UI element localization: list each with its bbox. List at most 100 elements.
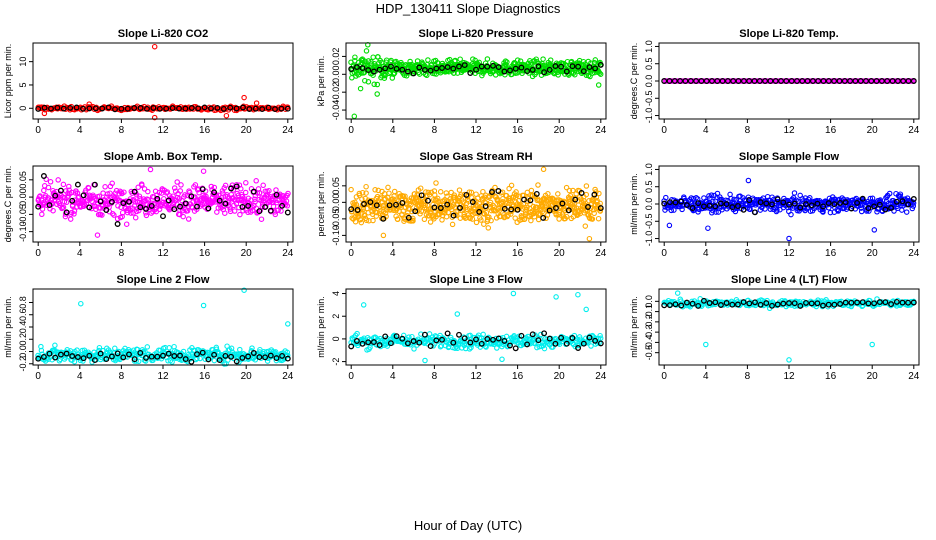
data-point: [171, 185, 178, 191]
hourly-point: [723, 201, 730, 208]
data-point: [535, 182, 541, 188]
y-axis-label: ml/min per min.: [3, 296, 13, 358]
panel-4: Slope Amb. Box Temp. degrees.C per min. 0 4…: [3, 151, 294, 259]
data-point: [899, 207, 905, 213]
data-point: [359, 189, 366, 196]
hourly-point: [848, 205, 855, 212]
data-point: [100, 190, 106, 196]
y-axis-label: kPa per min.: [316, 56, 326, 107]
data-point: [588, 343, 594, 349]
data-point: [208, 183, 215, 190]
x-tick-label: 8: [432, 248, 438, 259]
data-point: [451, 192, 458, 198]
data-point: [354, 330, 360, 337]
hourly-point: [857, 78, 864, 84]
data-point: [374, 81, 381, 88]
hourly-point: [245, 353, 252, 360]
hourly-point: [799, 78, 806, 84]
hourly-point: [404, 68, 411, 75]
hourly-point: [746, 300, 753, 307]
data-point: [39, 211, 45, 218]
data-point: [468, 189, 475, 196]
hourly-point: [239, 203, 246, 210]
data-point: [121, 189, 127, 195]
hourly-point: [763, 300, 770, 307]
data-point: [473, 219, 480, 226]
hourly-point: [484, 63, 491, 70]
hourly-point: [876, 201, 883, 208]
data-point: [596, 70, 603, 76]
data-point: [433, 180, 439, 186]
outlier-point: [595, 82, 602, 88]
hourly-point: [729, 301, 736, 308]
data-point: [370, 72, 376, 78]
data-point: [568, 334, 575, 340]
hourly-point: [410, 70, 417, 77]
outlier-point: [871, 227, 878, 233]
hourly-point: [461, 335, 468, 342]
hourly-point: [144, 105, 150, 112]
outlier-point: [703, 341, 709, 348]
hourly-point: [105, 104, 112, 111]
hourly-point: [463, 191, 470, 198]
hourly-point: [889, 78, 896, 84]
data-point: [710, 198, 716, 205]
data-point: [371, 206, 377, 212]
hourly-point: [40, 173, 47, 179]
data-point: [406, 334, 412, 340]
data-point: [483, 209, 490, 216]
outlier-point: [200, 302, 207, 309]
hourly-point: [575, 63, 582, 70]
hourly-point: [558, 334, 565, 341]
hourly-point: [80, 105, 86, 112]
hourly-point: [815, 78, 822, 84]
data-point: [592, 57, 599, 63]
data-point: [408, 195, 415, 201]
hourly-point: [354, 207, 361, 213]
y-tick-label: 2: [331, 314, 341, 319]
hourly-point: [35, 105, 42, 112]
hourly-point: [578, 190, 585, 196]
hourly-point: [820, 78, 827, 84]
data-point: [357, 216, 364, 223]
data-point: [858, 208, 865, 215]
hourly-point: [814, 300, 821, 307]
hourly-point: [837, 300, 844, 307]
hourly-point: [763, 200, 770, 207]
hourly-point: [825, 301, 832, 308]
hourly-point: [91, 181, 98, 188]
x-tick-label: 12: [783, 248, 795, 259]
hourly-point: [859, 299, 866, 306]
data-point: [109, 210, 116, 217]
hourly-point: [703, 78, 710, 84]
panel-title: Slope Li-820 Pressure: [419, 28, 534, 40]
data-point: [180, 348, 187, 355]
hourly-point: [841, 78, 848, 84]
hourly-point: [410, 338, 417, 345]
panel-6: Slope Sample Flow ml/min per min. 0 4 8 12 16 2…: [629, 151, 920, 259]
hourly-point: [273, 191, 280, 198]
hourly-point: [272, 106, 278, 113]
outlier-point: [422, 357, 428, 364]
hourly-point: [740, 78, 747, 84]
hourly-point: [73, 104, 80, 111]
x-tick-label: 24: [282, 125, 294, 136]
hourly-point: [552, 340, 559, 347]
hourly-point: [444, 64, 451, 71]
hourly-point: [661, 78, 668, 84]
y-tick-label: -2: [331, 358, 341, 366]
hourly-point: [683, 202, 690, 209]
data-point: [192, 182, 199, 188]
hourly-point: [245, 202, 252, 209]
outlier-point: [374, 91, 380, 97]
hourly-point: [700, 297, 707, 304]
data-point: [597, 71, 604, 77]
y-tick-label: 0.0: [18, 345, 28, 358]
data-point: [180, 213, 186, 220]
hourly-point: [399, 66, 406, 73]
data-point: [71, 358, 78, 365]
hourly-point: [416, 64, 423, 71]
data-point: [284, 203, 291, 209]
data-point: [527, 201, 533, 207]
hourly-point: [490, 336, 496, 343]
